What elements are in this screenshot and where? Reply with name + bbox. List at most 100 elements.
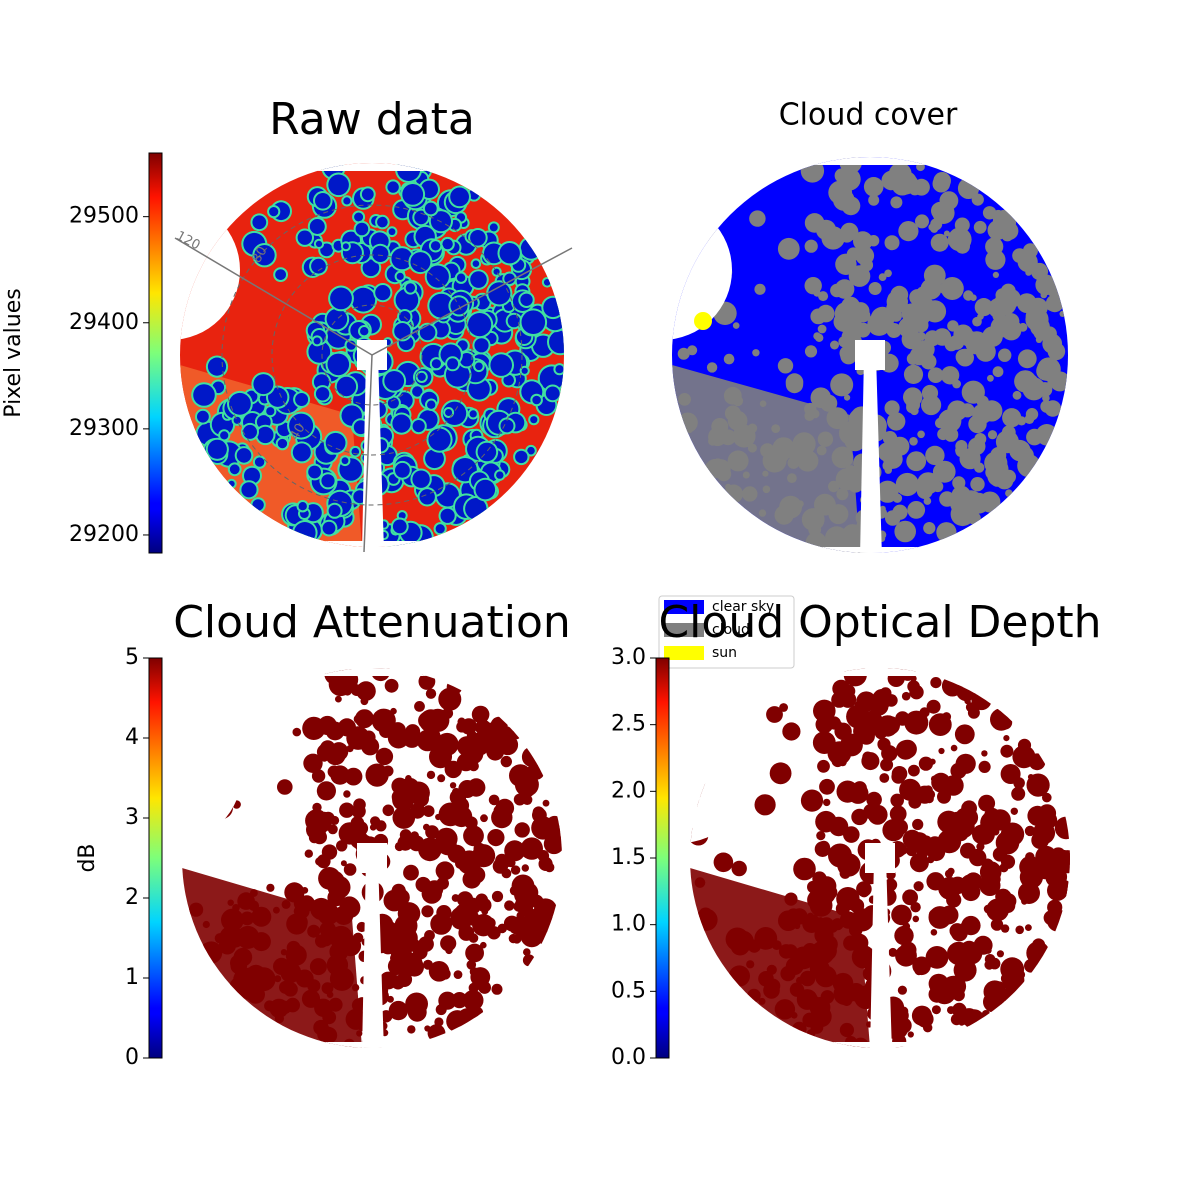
image-blob — [706, 362, 718, 373]
image-blob — [884, 269, 892, 278]
image-blob — [268, 387, 288, 407]
image-blob — [435, 732, 459, 756]
image-blob — [545, 836, 553, 845]
image-blob — [450, 805, 473, 828]
image-blob — [336, 376, 357, 397]
image-blob — [375, 285, 391, 301]
colorbar-tick-label: 1.5 — [611, 845, 646, 870]
image-blob — [273, 906, 280, 914]
image-blob — [868, 194, 880, 206]
colorbar-tick-label: 3.0 — [611, 645, 646, 670]
image-blob — [981, 868, 988, 875]
image-blob — [866, 791, 882, 808]
image-blob — [292, 727, 302, 737]
image-blob — [513, 793, 526, 806]
image-blob — [264, 1000, 276, 1012]
image-blob — [388, 1000, 409, 1021]
image-blob — [932, 462, 951, 481]
image-blob — [437, 774, 446, 783]
image-blob — [462, 870, 482, 889]
polar-grid — [271, 254, 473, 456]
image-blob — [526, 908, 550, 932]
legend: clear sky cloud sun — [658, 595, 795, 669]
image-blob — [274, 1014, 284, 1024]
image-blob — [830, 340, 839, 350]
image-blob — [909, 685, 924, 700]
image-blob — [405, 957, 424, 977]
image-blob — [244, 467, 260, 484]
image-blob — [840, 222, 859, 241]
image-blob — [898, 316, 920, 339]
image-blob — [988, 298, 1009, 319]
image-blob — [694, 877, 706, 888]
image-blob — [856, 691, 877, 712]
image-blob — [354, 212, 364, 222]
image-blob — [434, 1017, 444, 1027]
image-blob — [867, 804, 888, 825]
image-blob — [435, 861, 455, 881]
image-blob — [879, 773, 890, 783]
image-blob — [335, 695, 342, 703]
image-blob — [475, 362, 483, 371]
image-blob — [923, 522, 936, 535]
image-blob — [837, 853, 861, 877]
image-blob — [326, 308, 348, 330]
image-blob — [677, 347, 690, 360]
image-blob — [394, 323, 411, 340]
image-blob — [372, 245, 389, 262]
image-blob — [462, 989, 484, 1011]
sky-image — [180, 163, 564, 547]
image-blob — [422, 805, 435, 817]
image-blob — [236, 448, 252, 463]
image-blob — [340, 935, 362, 957]
image-blob — [849, 718, 857, 727]
legend-swatch — [664, 623, 704, 637]
image-blob — [758, 509, 767, 517]
image-blob — [793, 857, 816, 881]
image-blob — [955, 446, 964, 455]
image-blob — [1026, 773, 1050, 797]
legend-label: sun — [712, 645, 737, 661]
image-blob — [898, 1006, 909, 1016]
image-blob — [446, 679, 463, 695]
image-blob — [440, 935, 457, 952]
image-blob — [508, 933, 519, 944]
image-blob — [245, 964, 267, 986]
image-blob — [489, 223, 498, 232]
image-blob — [685, 413, 692, 420]
image-blob — [1032, 821, 1056, 845]
image-blob — [853, 231, 873, 251]
image-blob — [983, 980, 1007, 1003]
image-blob — [412, 386, 423, 397]
image-blob — [523, 948, 531, 956]
image-blob — [468, 313, 492, 337]
image-blob — [480, 814, 488, 823]
image-blob — [1036, 361, 1056, 381]
image-blob — [995, 471, 1014, 490]
image-blob — [538, 856, 553, 872]
image-blob — [405, 283, 416, 293]
image-blob — [891, 766, 908, 782]
image-blob — [346, 726, 370, 750]
image-blob — [885, 694, 898, 707]
image-blob — [465, 943, 484, 963]
image-blob — [1001, 987, 1018, 1003]
image-blob — [425, 688, 437, 699]
image-blob — [419, 324, 436, 341]
image-blob — [909, 437, 918, 446]
image-blob — [410, 252, 431, 273]
image-blob — [530, 416, 538, 424]
image-blob — [774, 999, 796, 1020]
image-blob — [843, 288, 850, 296]
image-blob — [520, 837, 543, 860]
image-blob — [979, 874, 1001, 897]
image-blob — [340, 961, 347, 968]
image-blob — [450, 187, 469, 207]
image-blob — [315, 240, 323, 247]
image-blob — [221, 908, 244, 932]
image-blob — [412, 420, 425, 433]
image-blob — [828, 480, 840, 493]
image-blob — [431, 359, 441, 369]
image-blob — [919, 851, 927, 860]
image-blob — [507, 314, 521, 328]
